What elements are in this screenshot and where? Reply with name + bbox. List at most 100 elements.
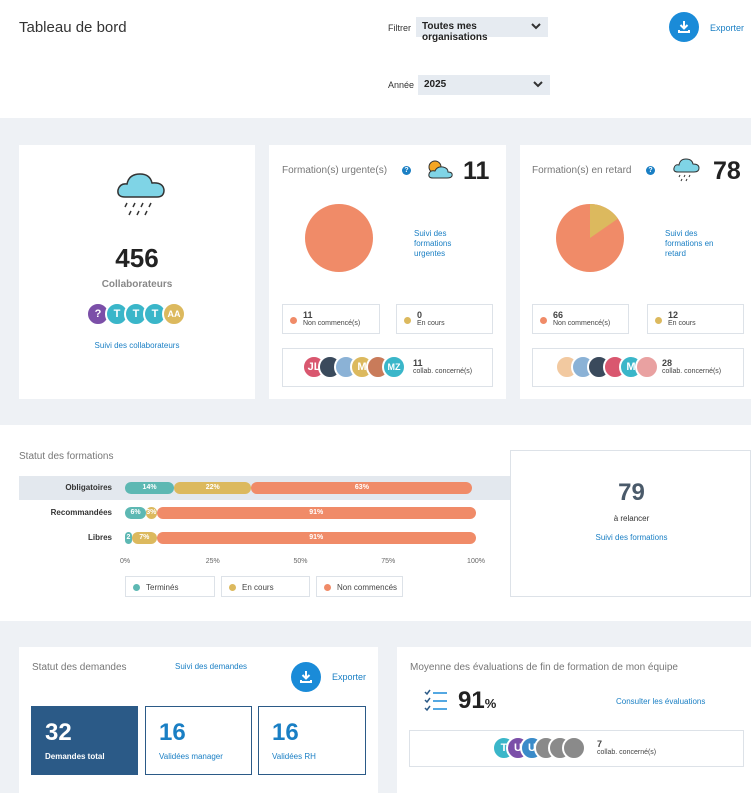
demandes-rh-value: 16 xyxy=(272,719,299,746)
retard-panel: Formation(s) en retard ? 78 Suivi des fo… xyxy=(520,145,751,399)
export-button[interactable] xyxy=(669,12,699,42)
bar-segment[interactable]: 14% xyxy=(125,482,175,494)
evaluations-title: Moyenne des évaluations de fin de format… xyxy=(410,662,678,673)
retard-in-progress-box: 12 En cours xyxy=(647,304,744,334)
demandes-panel: Statut des demandes Suivi des demandes E… xyxy=(19,647,378,793)
x-tick-label: 50% xyxy=(293,558,308,565)
bar-segment[interactable]: 2 xyxy=(125,532,133,544)
organisation-select[interactable]: Toutes mes organisations xyxy=(416,17,548,43)
avatar[interactable] xyxy=(562,736,586,760)
suivi-formations-link[interactable]: Suivi des formations xyxy=(595,533,668,542)
relance-card: 79 à relancer Suivi des formations xyxy=(510,450,751,597)
urgentes-panel: Formation(s) urgente(s) ? 11 Suivi des f… xyxy=(269,145,506,399)
urgentes-concerned-value: 11 xyxy=(413,358,423,368)
evaluations-number: 91 xyxy=(458,687,485,714)
avatar[interactable] xyxy=(635,355,659,379)
consulter-evaluations-link[interactable]: Consulter les évaluations xyxy=(616,697,706,706)
collaborateurs-count: 456 xyxy=(115,243,159,273)
retard-title: Formation(s) en retard xyxy=(532,165,632,176)
chevron-down-icon xyxy=(531,23,541,30)
rain-cloud-icon xyxy=(117,173,165,216)
urgentes-count: 11 xyxy=(463,157,490,185)
yellow-dot xyxy=(229,584,236,591)
urgentes-concerned-label: collab. concerné(s) xyxy=(413,368,473,375)
demandes-export-link[interactable]: Exporter xyxy=(332,672,367,682)
suivi-demandes-link[interactable]: Suivi des demandes xyxy=(175,662,248,671)
x-tick-label: 75% xyxy=(381,558,396,565)
urgentes-not-started-value: 11 xyxy=(303,310,313,320)
urgentes-in-progress-box: 0 En cours xyxy=(396,304,493,334)
urgentes-in-progress-label: En cours xyxy=(417,320,445,327)
evaluations-value: 91% xyxy=(458,687,496,715)
sun-cloud-icon xyxy=(428,160,453,179)
demandes-total-label: Demandes total xyxy=(45,752,105,761)
retard-not-started-value: 66 xyxy=(553,310,564,320)
collaborateurs-panel: 456 Collaborateurs ? T T T AA Suivi des … xyxy=(19,145,255,399)
evaluations-concerned-value: 7 xyxy=(597,739,603,749)
export-link[interactable]: Exporter xyxy=(710,23,745,33)
demandes-export-button[interactable] xyxy=(291,662,321,692)
evaluations-concerned-box: T U U 7 collab. concerné(s) xyxy=(409,730,744,767)
avatar[interactable]: T xyxy=(105,302,129,326)
chevron-down-icon xyxy=(533,81,543,88)
teal-dot xyxy=(133,584,140,591)
bar-category-label: Obligatoires xyxy=(65,483,112,492)
bar-category-label: Libres xyxy=(87,533,112,542)
evaluations-concerned-label: collab. concerné(s) xyxy=(597,749,657,756)
relance-label: à relancer xyxy=(613,514,650,523)
collaborateurs-label: Collaborateurs xyxy=(101,279,173,290)
demandes-rh-card[interactable]: 16 Validées RH xyxy=(258,706,366,775)
bar-segment[interactable]: 22% xyxy=(174,482,252,494)
urgentes-concerned-box: JL M MZ 11 collab. concerné(s) xyxy=(282,348,493,387)
bar-segment[interactable]: 6% xyxy=(125,507,147,519)
urgentes-in-progress-value: 0 xyxy=(417,310,423,320)
avatar[interactable]: AA xyxy=(162,302,186,326)
suivi-collaborateurs-link[interactable]: Suivi des collaborateurs xyxy=(94,341,180,350)
demandes-total-card[interactable]: 32 Demandes total xyxy=(31,706,138,775)
demandes-manager-value: 16 xyxy=(159,719,186,746)
urgentes-pie-chart xyxy=(305,204,373,272)
bar-segment[interactable]: 63% xyxy=(251,482,473,494)
bar-segment[interactable]: 7% xyxy=(132,532,157,544)
checklist-icon xyxy=(424,689,447,712)
bar-segment[interactable]: 91% xyxy=(156,532,476,544)
download-icon xyxy=(678,21,690,33)
retard-concerned-value: 28 xyxy=(662,358,673,368)
orange-dot xyxy=(290,317,297,324)
retard-in-progress-label: En cours xyxy=(668,320,696,327)
bar-segment[interactable]: 91% xyxy=(156,507,476,519)
year-select-value: 2025 xyxy=(424,79,447,90)
help-icon[interactable]: ? xyxy=(646,166,655,175)
rain-cloud-icon xyxy=(673,158,700,182)
download-icon xyxy=(300,671,312,683)
avatar[interactable]: MZ xyxy=(382,355,406,379)
suivi-urgentes-link[interactable]: Suivi des formations urgentes xyxy=(414,229,452,258)
orange-dot xyxy=(324,584,331,591)
filter-label: Filtrer xyxy=(388,23,411,33)
help-icon[interactable]: ? xyxy=(402,166,411,175)
urgentes-not-started-label: Non commencé(s) xyxy=(303,320,361,327)
legend-label: Terminés xyxy=(146,583,179,592)
retard-not-started-label: Non commencé(s) xyxy=(553,320,611,327)
legend-label: Non commencés xyxy=(337,583,398,592)
relance-count: 79 xyxy=(618,479,645,506)
header-bar: Tableau de bord Filtrer Toutes mes organ… xyxy=(0,0,751,118)
demandes-manager-card[interactable]: 16 Validées manager xyxy=(145,706,252,775)
legend-not-started: Non commencés xyxy=(316,576,403,597)
demandes-rh-label: Validées RH xyxy=(272,752,316,761)
retard-concerned-box: M 28 collab. concerné(s) xyxy=(532,348,744,387)
organisation-select-value: Toutes mes organisations xyxy=(422,21,488,43)
urgentes-title: Formation(s) urgente(s) xyxy=(282,165,388,176)
year-select[interactable]: 2025 xyxy=(418,75,550,95)
year-label: Année xyxy=(388,80,415,90)
urgentes-slice-not-started xyxy=(305,204,373,272)
x-tick-label: 25% xyxy=(205,558,220,565)
evaluations-panel: Moyenne des évaluations de fin de format… xyxy=(397,647,751,793)
bar-segment[interactable]: 3% xyxy=(146,507,157,519)
orange-dot xyxy=(540,317,547,324)
suivi-retard-link[interactable]: Suivi des formations en retard xyxy=(665,229,714,258)
x-tick-label: 0% xyxy=(119,558,131,565)
retard-in-progress-value: 12 xyxy=(668,310,679,320)
demandes-title: Statut des demandes xyxy=(32,662,127,673)
demandes-manager-label: Validées manager xyxy=(159,752,223,761)
